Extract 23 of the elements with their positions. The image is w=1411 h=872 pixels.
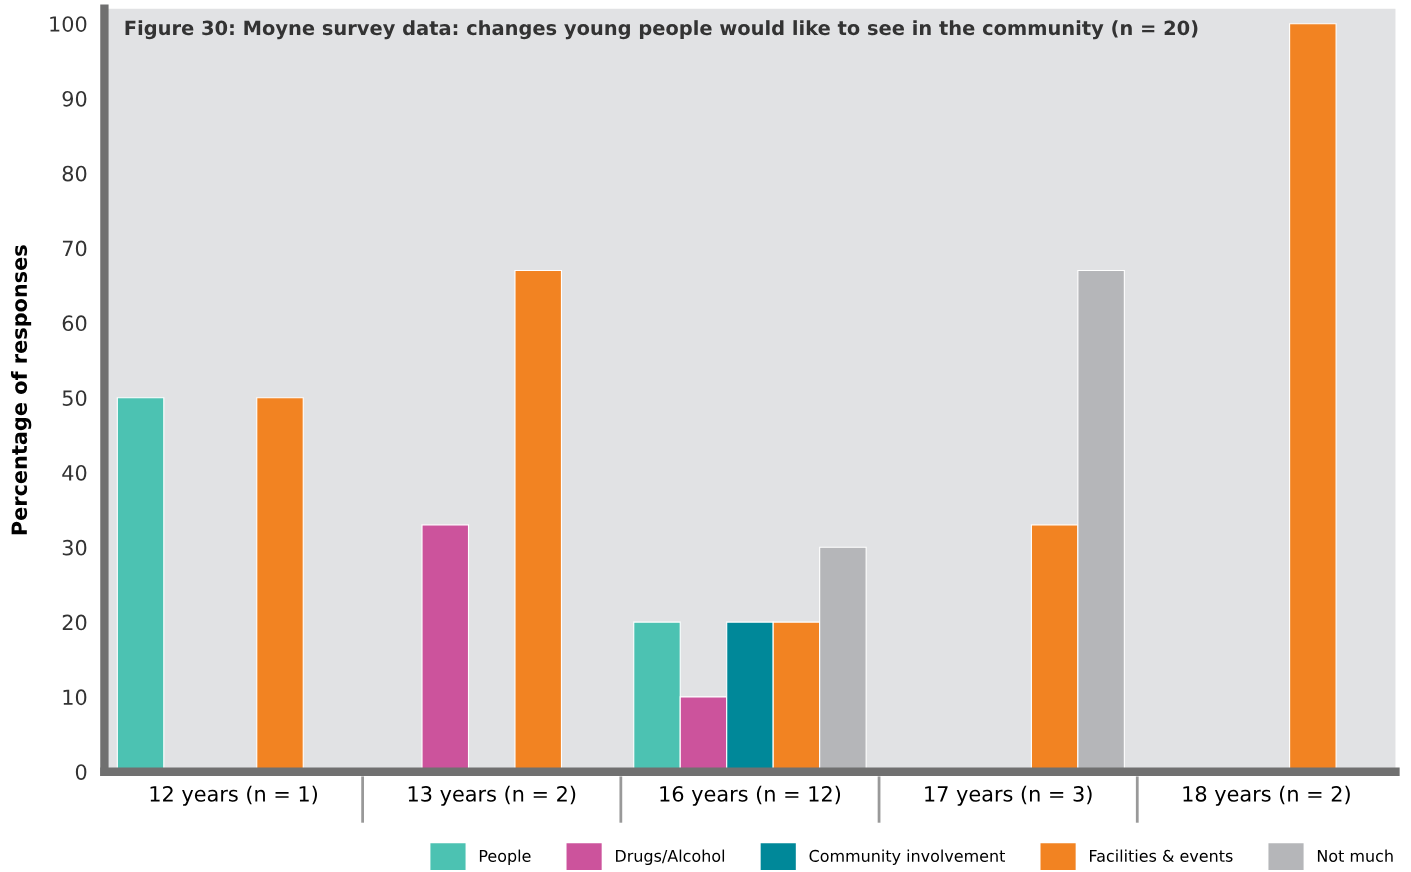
y-tick-label: 50 [62,390,87,406]
legend-label: Community involvement [809,849,1005,866]
y-tick-label: 70 [62,240,87,257]
y-tick-label: 100 [50,16,87,32]
y-tick-label: 90 [62,90,87,107]
y-tick-label: 60 [62,315,87,332]
x-tick-label: 18 years (n = 2) [1183,785,1350,806]
y-tick-label: 30 [62,539,87,556]
x-tick-label: 12 years (n = 1) [150,785,317,806]
y-tick-label: 10 [63,689,87,706]
y-tick-label: 20 [62,614,87,631]
legend-label: Not much [1317,849,1393,862]
legend-label: Facilities & events [1090,849,1233,862]
text: Figure 30: Moyne survey data: changes young people would like to see in the community (n = 20) [125,20,1198,40]
y-tick-label: 40 [62,464,87,481]
y-tick-label: 0 [75,764,87,780]
x-tick-label: 17 years (n = 3) [925,785,1092,806]
legend-label: People [479,849,531,866]
legend-label: Drugs/Alcohol [616,849,725,866]
y-tick-label: 80 [62,165,87,182]
x-tick-label: 13 years (n = 2) [408,785,576,806]
x-tick-label: 16 years (n = 12) [660,785,841,806]
y-axis-title: Percentage of responses [10,245,32,535]
